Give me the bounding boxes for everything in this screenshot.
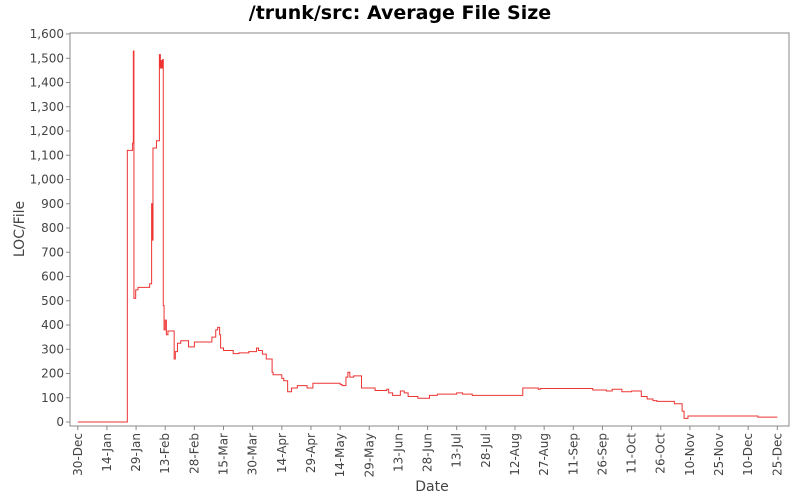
x-tick-label: 11-Oct: [625, 433, 639, 474]
x-tick-label: 26-Oct: [654, 433, 668, 474]
x-tick-label: 29-Apr: [304, 433, 318, 473]
x-tick-label: 13-Feb: [158, 433, 172, 474]
y-tick-label: 300: [41, 342, 64, 356]
x-tick-label: 28-Feb: [187, 433, 201, 474]
x-tick-label: 14-Apr: [275, 433, 289, 473]
x-tick-label: 10-Nov: [683, 433, 697, 476]
plot-area: [69, 32, 790, 427]
x-axis-label: Date: [415, 479, 448, 495]
x-tick-label: 26-Sep: [595, 433, 609, 475]
y-tick-label: 1,100: [30, 148, 64, 162]
y-tick-label: 1,500: [30, 51, 64, 65]
x-tick-label: 14-Jan: [100, 433, 114, 472]
y-tick-label: 600: [41, 270, 64, 284]
y-tick-label: 1,000: [30, 173, 64, 187]
x-tick-label: 25-Nov: [712, 433, 726, 476]
x-tick-label: 30-Dec: [71, 433, 85, 476]
chart-title: /trunk/src: Average File Size: [248, 2, 552, 24]
x-tick-label: 29-May: [362, 433, 376, 477]
y-tick-label: 1,200: [30, 124, 64, 138]
x-tick-label: 12-Aug: [508, 433, 522, 476]
y-tick-label: 0: [56, 415, 64, 429]
x-tick-label: 30-Mar: [246, 433, 260, 475]
x-tick-label: 15-Mar: [217, 433, 231, 475]
x-axis: 30-Dec 14-Jan 29-Jan 13-Feb 28-Feb 15-Mar 30-M…: [71, 426, 784, 477]
y-axis: 0 100 200 300 400 500 600 700 800 900 1,000 1,100 1,…: [30, 27, 70, 429]
y-tick-label: 800: [41, 221, 64, 235]
x-tick-label: 11-Sep: [566, 433, 580, 475]
y-tick-label: 900: [41, 197, 64, 211]
x-tick-label: 28-Jul: [479, 433, 493, 468]
series-line: [77, 50, 778, 423]
x-tick-label: 13-Jun: [391, 433, 405, 472]
y-tick-label: 200: [41, 367, 64, 381]
y-tick-label: 700: [41, 245, 64, 259]
x-tick-label: 13-Jul: [450, 433, 464, 468]
x-tick-label: 14-May: [333, 433, 347, 477]
x-tick-label: 27-Aug: [537, 433, 551, 476]
y-tick-label: 500: [41, 294, 64, 308]
x-tick-label: 10-Dec: [741, 433, 755, 476]
x-tick-label: 28-Jun: [421, 433, 435, 472]
y-axis-label: LOC/File: [12, 201, 28, 257]
y-tick-label: 100: [41, 391, 64, 405]
x-tick-label: 29-Jan: [129, 433, 143, 472]
x-tick-label: 25-Dec: [770, 433, 784, 476]
series-layer: [77, 50, 778, 423]
y-tick-label: 1,300: [30, 100, 64, 114]
y-tick-label: 400: [41, 318, 64, 332]
y-tick-label: 1,600: [30, 27, 64, 41]
y-tick-label: 1,400: [30, 76, 64, 90]
